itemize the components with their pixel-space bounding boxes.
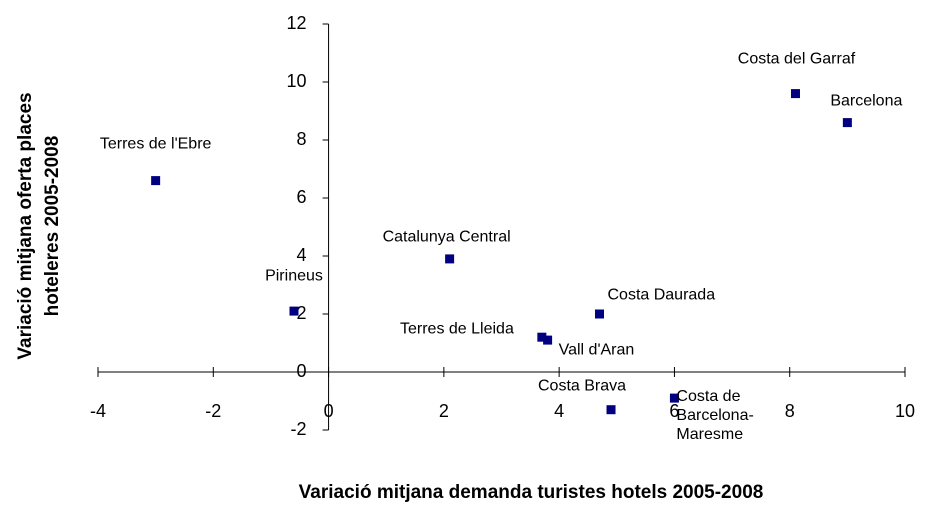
point-label: Costa de Barcelona-Maresme (676, 388, 754, 444)
y-tick-label: 0 (297, 361, 307, 381)
x-tick-label: -2 (205, 401, 221, 421)
y-axis-title-line: Variació mitjana oferta places (15, 92, 36, 359)
y-tick-label: 2 (297, 303, 307, 323)
point (537, 332, 547, 342)
point (543, 335, 553, 345)
x-tick-label: 8 (785, 401, 795, 421)
y-tick-label: 8 (297, 129, 307, 149)
point (790, 89, 800, 99)
x-tick-label: -4 (90, 401, 106, 421)
x-tick-label: 4 (554, 401, 564, 421)
point-label: Terres de Lleida (400, 320, 514, 338)
point-label: Costa Daurada (607, 286, 716, 304)
point-label: Costa Brava (537, 377, 627, 395)
y-tick-label: 4 (297, 245, 307, 265)
y-tick-label: 10 (287, 71, 307, 91)
y-tick-label: 12 (287, 13, 307, 33)
point-label: Barcelona (830, 92, 903, 110)
point (606, 405, 616, 415)
point-label: Catalunya Central (382, 228, 511, 246)
point-label: Terres de l'Ebre (99, 135, 212, 153)
x-tick-label: 6 (669, 401, 679, 421)
y-axis-title: Variació mitjana oferta places hoteleres… (15, 92, 63, 359)
x-tick-label: 10 (895, 401, 915, 421)
x-tick-label: 2 (439, 401, 449, 421)
point-label: Vall d'Aran (558, 341, 635, 359)
point-label: Costa del Garraf (737, 50, 856, 68)
point (445, 254, 455, 264)
x-tick-label: 0 (324, 401, 334, 421)
point-label: Pirineus (265, 267, 323, 285)
y-tick-label: -2 (291, 419, 307, 439)
point (594, 309, 604, 319)
y-tick-label: 6 (297, 187, 307, 207)
point (842, 118, 852, 128)
point (289, 306, 299, 316)
point (151, 176, 161, 186)
y-axis-title-line: hoteleres 2005-2008 (42, 136, 63, 317)
x-axis-title: Variació mitjana demanda turistes hotels… (299, 482, 764, 503)
point (669, 393, 679, 403)
